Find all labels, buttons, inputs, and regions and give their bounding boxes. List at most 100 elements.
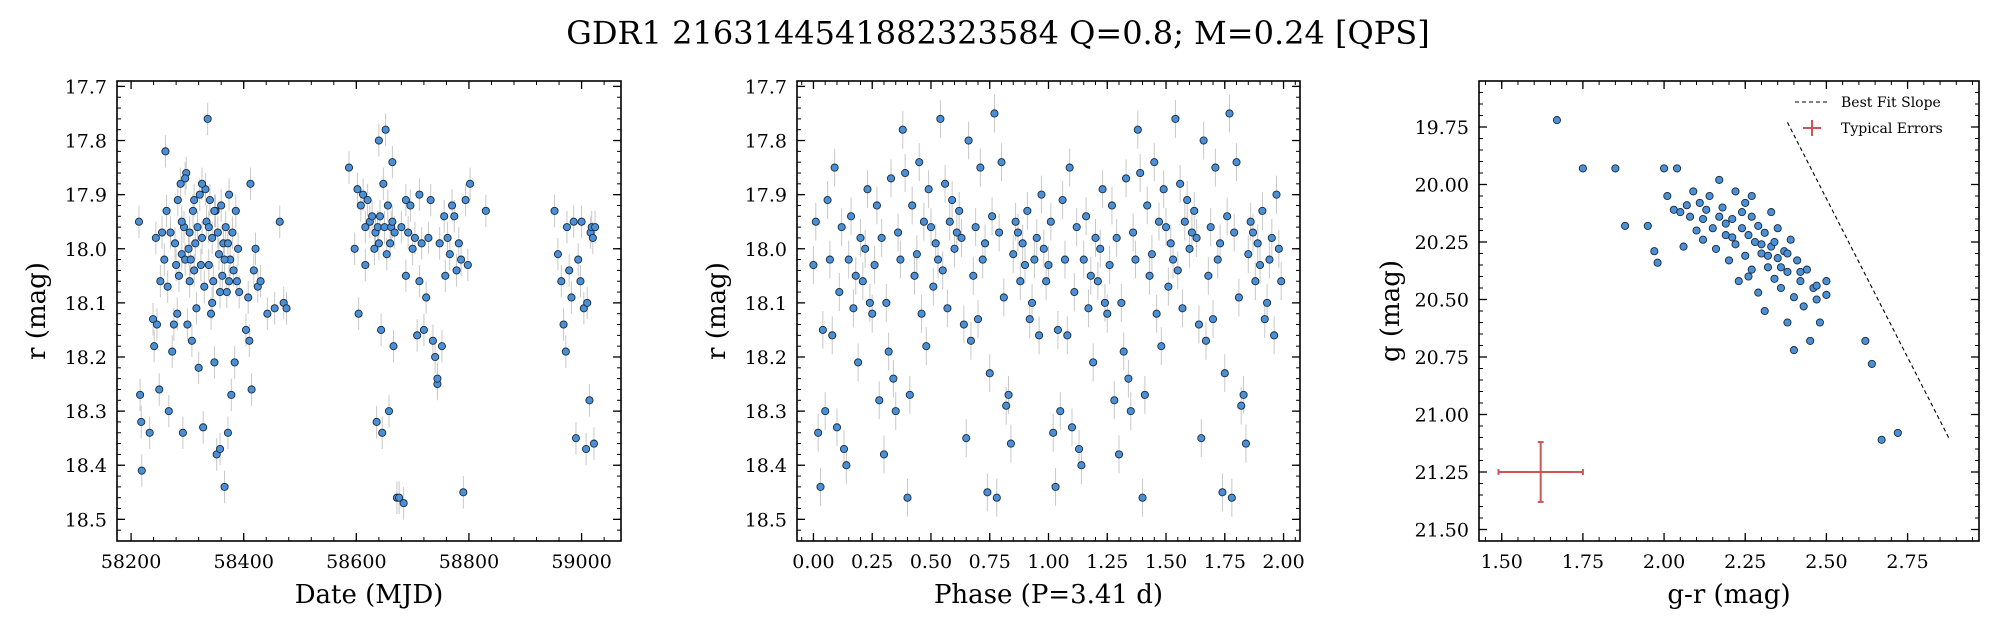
data-point bbox=[1663, 191, 1672, 201]
data-point bbox=[929, 282, 938, 291]
data-point bbox=[1067, 423, 1077, 432]
data-point bbox=[1173, 266, 1182, 275]
data-point bbox=[1731, 187, 1740, 196]
data-point bbox=[1199, 136, 1208, 145]
data-point bbox=[1213, 255, 1222, 264]
data-point bbox=[1744, 272, 1753, 281]
data-point bbox=[1270, 331, 1279, 340]
data-point bbox=[1763, 263, 1773, 272]
data-point bbox=[1241, 439, 1250, 448]
data-point bbox=[1698, 214, 1708, 224]
data-point bbox=[220, 482, 229, 491]
data-point bbox=[1754, 221, 1763, 230]
data-point bbox=[187, 336, 196, 345]
data-point bbox=[1039, 244, 1048, 253]
data-point bbox=[589, 439, 599, 448]
data-point bbox=[1773, 254, 1782, 263]
data-point bbox=[200, 282, 209, 291]
x-tick-label: 2.00 bbox=[1643, 551, 1685, 573]
data-point bbox=[926, 223, 936, 232]
data-point bbox=[422, 293, 431, 302]
data-point bbox=[816, 482, 825, 491]
data-point bbox=[1272, 190, 1281, 199]
data-point bbox=[1058, 196, 1067, 205]
data-point bbox=[959, 320, 968, 329]
data-point bbox=[251, 244, 260, 253]
data-point bbox=[389, 342, 398, 351]
data-point bbox=[1117, 298, 1126, 307]
data-point bbox=[839, 444, 849, 454]
data-point bbox=[1763, 251, 1773, 260]
data-point bbox=[373, 223, 382, 232]
data-point bbox=[1075, 444, 1084, 454]
data-point bbox=[1248, 228, 1258, 237]
data-point bbox=[1737, 224, 1747, 233]
data-point bbox=[356, 201, 365, 210]
data-point bbox=[204, 223, 213, 232]
data-point bbox=[1815, 318, 1824, 327]
data-point bbox=[1119, 347, 1128, 356]
data-point bbox=[1124, 374, 1133, 383]
data-point bbox=[898, 125, 907, 134]
x-tick-label: 1.75 bbox=[1204, 551, 1246, 573]
data-point bbox=[229, 266, 238, 275]
data-point bbox=[1728, 233, 1737, 242]
x-tick-label: 58600 bbox=[326, 551, 386, 573]
data-point bbox=[1051, 482, 1060, 491]
data-point bbox=[163, 282, 172, 291]
data-point bbox=[1126, 407, 1135, 416]
data-point bbox=[1027, 298, 1037, 307]
data-point bbox=[395, 493, 404, 502]
plot-area bbox=[134, 102, 600, 520]
data-point bbox=[158, 228, 167, 237]
data-point bbox=[912, 250, 921, 259]
data-point bbox=[363, 196, 372, 205]
data-point bbox=[234, 244, 243, 253]
data-point bbox=[1263, 298, 1272, 307]
data-point bbox=[1653, 258, 1662, 267]
data-point bbox=[561, 347, 570, 356]
data-point bbox=[1754, 288, 1763, 297]
data-point bbox=[1783, 267, 1792, 276]
data-point bbox=[1770, 237, 1779, 247]
y-tick-label: 18.0 bbox=[745, 239, 787, 261]
data-point bbox=[1060, 255, 1070, 264]
data-point bbox=[353, 185, 362, 194]
data-point bbox=[209, 277, 218, 286]
data-point bbox=[223, 428, 232, 437]
data-point bbox=[247, 385, 256, 394]
data-point bbox=[1032, 233, 1041, 242]
data-point bbox=[218, 271, 227, 280]
data-point bbox=[1091, 233, 1100, 242]
data-point bbox=[196, 260, 205, 270]
y-tick-label: 20.25 bbox=[1415, 232, 1469, 254]
data-point bbox=[1211, 163, 1220, 172]
data-point bbox=[361, 260, 370, 270]
data-point bbox=[136, 390, 145, 399]
data-point bbox=[232, 277, 241, 286]
data-point bbox=[1244, 250, 1253, 259]
data-point bbox=[976, 163, 985, 172]
data-point bbox=[1143, 201, 1152, 210]
x-tick-label: 2.00 bbox=[1262, 551, 1304, 573]
data-point bbox=[437, 342, 446, 351]
data-point bbox=[1767, 208, 1776, 217]
data-point bbox=[571, 434, 580, 443]
data-point bbox=[466, 179, 475, 188]
data-point bbox=[1783, 318, 1792, 327]
data-point bbox=[1702, 205, 1711, 214]
data-point bbox=[178, 428, 187, 437]
y-axis-label: g (mag) bbox=[1376, 260, 1406, 362]
data-point bbox=[1812, 281, 1821, 290]
plot-area bbox=[1497, 116, 1951, 503]
data-point bbox=[459, 488, 468, 497]
data-point bbox=[227, 390, 236, 399]
data-point bbox=[557, 277, 566, 286]
data-point bbox=[877, 233, 886, 242]
data-point bbox=[203, 114, 212, 123]
data-point bbox=[1741, 251, 1750, 260]
data-point bbox=[1046, 217, 1055, 226]
data-point bbox=[1016, 277, 1025, 286]
data-point bbox=[1757, 240, 1766, 249]
data-point bbox=[1122, 174, 1131, 183]
